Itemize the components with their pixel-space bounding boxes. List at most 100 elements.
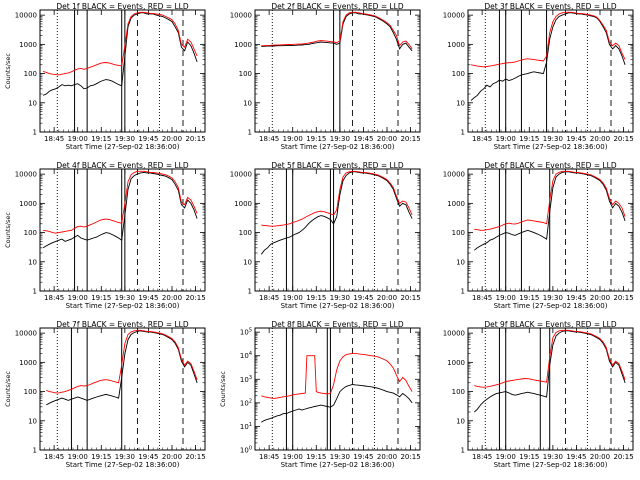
x-tick-label: 20:15 xyxy=(185,453,205,461)
x-tick-label: 20:00 xyxy=(162,135,182,143)
y-tick-label: 1 xyxy=(33,129,37,137)
y-tick-label: 100 xyxy=(239,229,252,237)
plot-frame xyxy=(467,168,634,292)
y-tick-label: 100 xyxy=(452,70,465,78)
plot-frame xyxy=(467,9,634,133)
y-tick-label: 10000 xyxy=(443,171,465,179)
plot-frame xyxy=(254,9,421,133)
panel-title: Det 3f BLACK = Events, RED = LLD xyxy=(484,2,617,11)
x-tick-label: 18:45 xyxy=(259,453,279,461)
x-tick-label: 19:00 xyxy=(68,453,88,461)
x-tick-label: 19:00 xyxy=(496,453,516,461)
detector-panel: Det 4f BLACK = Events, RED = LLD Counts/s… xyxy=(4,161,206,310)
x-axis-label: Start Time (27-Sep-02 18:36:00) xyxy=(494,461,608,469)
x-tick-label: 20:15 xyxy=(185,135,205,143)
y-tick-label: 1000 xyxy=(447,41,465,49)
y-tick-label: 100 xyxy=(239,70,252,78)
x-tick-label: 19:00 xyxy=(68,294,88,302)
y-tick-label: 1 xyxy=(248,129,252,137)
x-tick-label: 19:30 xyxy=(115,294,135,302)
series-events-line xyxy=(261,384,413,423)
x-tick-label: 18:45 xyxy=(472,453,492,461)
x-tick-label: 20:00 xyxy=(162,453,182,461)
y-tick-label: 1 xyxy=(461,447,465,455)
x-tick-label: 20:00 xyxy=(162,294,182,302)
panel-title: Det 2f BLACK = Events, RED = LLD xyxy=(271,2,404,11)
y-tick-label: 104 xyxy=(240,351,252,360)
x-tick-label: 20:15 xyxy=(613,294,633,302)
y-tick-label: 10 xyxy=(28,258,37,266)
panel-title: Det 5f BLACK = Events, RED = LLD xyxy=(271,161,404,170)
x-tick-label: 18:45 xyxy=(472,135,492,143)
x-axis-label: Start Time (27-Sep-02 18:36:00) xyxy=(494,302,608,310)
x-tick-label: 19:00 xyxy=(68,135,88,143)
x-tick-label: 19:15 xyxy=(91,135,111,143)
detector-panel: Det 7f BLACK = Events, RED = LLD Counts/s… xyxy=(4,320,206,469)
x-tick-label: 19:15 xyxy=(91,453,111,461)
series-events-line xyxy=(473,330,626,413)
x-tick-label: 19:00 xyxy=(283,135,303,143)
x-tick-label: 20:15 xyxy=(185,294,205,302)
detector-panel: Det 8f BLACK = Events, RED = LLD Counts/s… xyxy=(219,320,421,469)
y-axis-label: Counts/sec xyxy=(4,53,12,89)
plot-frame xyxy=(39,327,206,451)
x-tick-label: 19:45 xyxy=(566,453,586,461)
x-tick-label: 18:45 xyxy=(44,135,64,143)
x-tick-label: 19:30 xyxy=(543,294,563,302)
series-lld-line xyxy=(261,352,413,399)
y-tick-label: 1 xyxy=(461,129,465,137)
panel-title: Det 1f BLACK = Events, RED = LLD xyxy=(56,2,189,11)
x-tick-label: 19:45 xyxy=(353,453,373,461)
x-tick-label: 20:00 xyxy=(590,135,610,143)
series-lld-line xyxy=(474,170,626,231)
x-tick-label: 19:45 xyxy=(138,294,158,302)
x-axis-label: Start Time (27-Sep-02 18:36:00) xyxy=(66,461,180,469)
series-events-line xyxy=(260,171,413,255)
detector-panel: Det 3f BLACK = Events, RED = LLD 1 10 100 10… xyxy=(443,2,634,151)
panel-title: Det 8f BLACK = Events, RED = LLD xyxy=(271,320,404,329)
y-tick-label: 100 xyxy=(452,229,465,237)
x-axis-label: Start Time (27-Sep-02 18:36:00) xyxy=(494,143,608,151)
x-tick-label: 20:15 xyxy=(400,294,420,302)
y-axis-label: Counts/sec xyxy=(4,371,12,407)
x-tick-label: 19:45 xyxy=(138,135,158,143)
y-tick-label: 10000 xyxy=(443,330,465,338)
plot-frame xyxy=(39,9,206,133)
y-tick-label: 105 xyxy=(240,328,252,337)
panel-title: Det 9f BLACK = Events, RED = LLD xyxy=(484,320,617,329)
series-events-line xyxy=(46,330,198,406)
panel-title: Det 6f BLACK = Events, RED = LLD xyxy=(484,161,617,170)
y-tick-label: 1000 xyxy=(19,41,37,49)
y-axis-label: Counts/sec xyxy=(219,371,227,407)
x-axis-label: Start Time (27-Sep-02 18:36:00) xyxy=(66,143,180,151)
series-events-line xyxy=(470,12,626,101)
x-tick-label: 20:00 xyxy=(377,453,397,461)
y-tick-label: 10000 xyxy=(15,330,37,338)
plot-frame xyxy=(467,327,634,451)
y-tick-label: 100 xyxy=(452,388,465,396)
detector-panel: Det 6f BLACK = Events, RED = LLD 1 10 100 10… xyxy=(443,161,634,310)
y-tick-label: 10000 xyxy=(230,171,252,179)
x-tick-label: 19:00 xyxy=(283,294,303,302)
x-tick-label: 20:00 xyxy=(377,135,397,143)
y-tick-label: 1000 xyxy=(234,41,252,49)
series-events-line xyxy=(474,171,626,251)
panel-title: Det 7f BLACK = Events, RED = LLD xyxy=(56,320,189,329)
series-events-line xyxy=(42,12,198,96)
x-tick-label: 19:45 xyxy=(353,135,373,143)
x-axis-label: Start Time (27-Sep-02 18:36:00) xyxy=(66,302,180,310)
y-tick-label: 10 xyxy=(456,99,465,107)
x-tick-label: 19:30 xyxy=(330,294,350,302)
series-events-line xyxy=(261,12,413,52)
x-tick-label: 19:45 xyxy=(353,294,373,302)
y-tick-label: 10000 xyxy=(443,12,465,20)
y-tick-label: 1000 xyxy=(447,200,465,208)
series-lld-line xyxy=(43,170,198,234)
y-axis-label: Counts/sec xyxy=(4,212,12,248)
y-tick-label: 10 xyxy=(28,417,37,425)
x-tick-label: 19:30 xyxy=(330,135,350,143)
series-lld-line xyxy=(474,329,626,388)
x-tick-label: 18:45 xyxy=(472,294,492,302)
x-tick-label: 19:45 xyxy=(566,294,586,302)
detector-panel: Det 9f BLACK = Events, RED = LLD 1 10 100 10… xyxy=(443,320,634,469)
